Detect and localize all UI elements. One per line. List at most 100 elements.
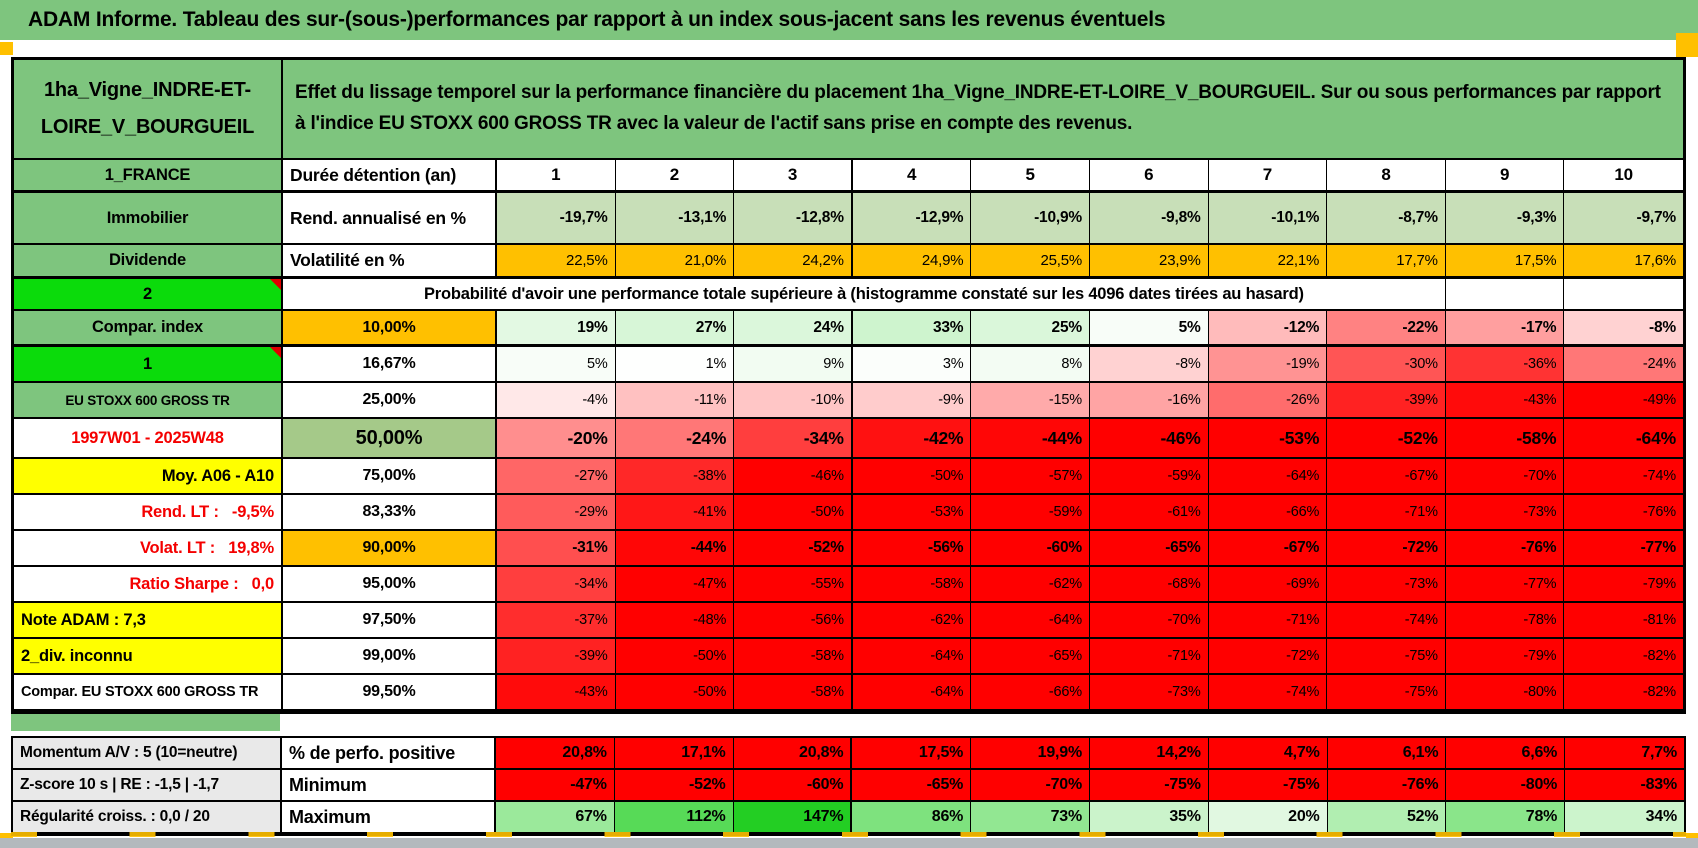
data-cell[interactable]: -70%: [1445, 459, 1565, 495]
data-cell[interactable]: -83%: [1565, 770, 1684, 802]
row-label-cell[interactable]: Immobilier: [14, 193, 283, 245]
data-cell[interactable]: 20%: [1208, 802, 1328, 834]
data-cell[interactable]: -12%: [1208, 311, 1328, 347]
data-cell[interactable]: -9,7%: [1564, 193, 1683, 245]
data-cell[interactable]: -77%: [1445, 567, 1565, 603]
data-cell[interactable]: 17,1%: [614, 738, 734, 770]
data-cell[interactable]: -19%: [1208, 347, 1328, 383]
data-cell[interactable]: -73%: [1089, 675, 1209, 711]
data-cell[interactable]: -64%: [852, 675, 972, 711]
data-cell[interactable]: -50%: [615, 675, 735, 711]
data-cell[interactable]: -37%: [497, 603, 616, 639]
data-cell[interactable]: 52%: [1327, 802, 1447, 834]
row-label-cell[interactable]: Volat. LT : 19,8%: [14, 531, 283, 567]
data-cell[interactable]: -79%: [1445, 639, 1565, 675]
metric-cell[interactable]: Rend. annualisé en %: [283, 193, 497, 245]
prob-value-cell[interactable]: 95,00%: [283, 567, 497, 603]
prob-value-cell[interactable]: 83,33%: [283, 495, 497, 531]
data-cell[interactable]: -64%: [852, 639, 972, 675]
data-cell[interactable]: -74%: [1208, 675, 1328, 711]
prob-value-cell[interactable]: 16,67%: [283, 347, 497, 383]
data-cell[interactable]: -65%: [852, 770, 972, 802]
data-cell[interactable]: 73%: [971, 802, 1090, 834]
data-cell[interactable]: 19,9%: [971, 738, 1090, 770]
metric-cell[interactable]: Durée détention (an): [283, 160, 497, 193]
data-cell[interactable]: -42%: [852, 419, 972, 459]
data-cell[interactable]: -12,9%: [852, 193, 972, 245]
data-cell[interactable]: -81%: [1564, 603, 1683, 639]
row-label-cell[interactable]: Compar. EU STOXX 600 GROSS TR: [14, 675, 283, 711]
data-cell[interactable]: -12,8%: [734, 193, 853, 245]
data-cell[interactable]: -74%: [1564, 459, 1683, 495]
data-cell[interactable]: -59%: [1089, 459, 1209, 495]
data-cell[interactable]: -62%: [852, 603, 972, 639]
data-cell[interactable]: -50%: [734, 495, 853, 531]
data-cell[interactable]: 67%: [496, 802, 615, 834]
probability-caption-cell[interactable]: Probabilité d'avoir une performance tota…: [283, 279, 1446, 311]
data-cell[interactable]: -64%: [971, 603, 1090, 639]
data-cell[interactable]: -39%: [1327, 383, 1446, 419]
data-cell[interactable]: 35%: [1090, 802, 1209, 834]
data-cell[interactable]: -69%: [1208, 567, 1328, 603]
data-cell[interactable]: 20,8%: [733, 738, 853, 770]
data-cell[interactable]: -15%: [971, 383, 1090, 419]
data-cell[interactable]: -11%: [615, 383, 735, 419]
data-cell[interactable]: -71%: [1089, 639, 1209, 675]
data-cell[interactable]: 6,6%: [1446, 738, 1566, 770]
data-cell[interactable]: -65%: [971, 639, 1090, 675]
row-label-cell[interactable]: EU STOXX 600 GROSS TR: [14, 383, 283, 419]
data-cell[interactable]: -24%: [615, 419, 735, 459]
row-label-cell[interactable]: Rend. LT : -9,5%: [14, 495, 283, 531]
data-cell[interactable]: -43%: [497, 675, 616, 711]
row-label-cell[interactable]: Moy. A06 - A10: [14, 459, 283, 495]
data-cell[interactable]: 20,8%: [496, 738, 615, 770]
data-cell[interactable]: 25%: [971, 311, 1090, 347]
data-cell[interactable]: -53%: [852, 495, 972, 531]
data-cell[interactable]: 17,6%: [1564, 245, 1683, 279]
row-label-cell[interactable]: Régularité croiss. : 0,0 / 20: [13, 802, 282, 834]
data-cell[interactable]: -17%: [1445, 311, 1565, 347]
data-cell[interactable]: -44%: [615, 531, 735, 567]
data-cell[interactable]: -80%: [1446, 770, 1566, 802]
data-cell[interactable]: -50%: [615, 639, 735, 675]
data-cell[interactable]: -58%: [852, 567, 972, 603]
data-cell[interactable]: -13,1%: [615, 193, 735, 245]
col-header-cell[interactable]: 7: [1208, 160, 1328, 193]
data-cell[interactable]: 34%: [1565, 802, 1684, 834]
data-cell[interactable]: -82%: [1564, 675, 1683, 711]
data-cell[interactable]: -8%: [1564, 311, 1683, 347]
data-cell[interactable]: 22,5%: [497, 245, 616, 279]
data-cell[interactable]: -48%: [615, 603, 735, 639]
description-cell[interactable]: Effet du lissage temporel sur la perform…: [283, 60, 1683, 160]
data-cell[interactable]: -75%: [1327, 639, 1446, 675]
data-cell[interactable]: 112%: [614, 802, 734, 834]
data-cell[interactable]: -49%: [1564, 383, 1683, 419]
data-cell[interactable]: -19,7%: [497, 193, 616, 245]
data-cell[interactable]: -66%: [971, 675, 1090, 711]
data-cell[interactable]: 147%: [733, 802, 853, 834]
data-cell[interactable]: 23,9%: [1089, 245, 1209, 279]
data-cell[interactable]: -52%: [614, 770, 734, 802]
data-cell[interactable]: -75%: [1208, 770, 1328, 802]
data-cell[interactable]: -53%: [1208, 419, 1328, 459]
col-header-cell[interactable]: 3: [734, 160, 853, 193]
data-cell[interactable]: -41%: [615, 495, 735, 531]
data-cell[interactable]: -68%: [1089, 567, 1209, 603]
row-label-cell[interactable]: 2: [14, 279, 283, 311]
data-cell[interactable]: -47%: [615, 567, 735, 603]
data-cell[interactable]: -47%: [496, 770, 615, 802]
data-cell[interactable]: -22%: [1327, 311, 1446, 347]
data-cell[interactable]: -8%: [1089, 347, 1209, 383]
data-cell[interactable]: -75%: [1090, 770, 1209, 802]
data-cell[interactable]: -79%: [1564, 567, 1683, 603]
data-cell[interactable]: 4,7%: [1208, 738, 1328, 770]
data-cell[interactable]: -64%: [1564, 419, 1683, 459]
data-cell[interactable]: 3%: [852, 347, 972, 383]
data-cell[interactable]: -76%: [1445, 531, 1565, 567]
data-cell[interactable]: -65%: [1089, 531, 1209, 567]
data-cell[interactable]: -46%: [1089, 419, 1209, 459]
data-cell[interactable]: -10%: [734, 383, 853, 419]
data-cell[interactable]: -61%: [1089, 495, 1209, 531]
prob-value-cell[interactable]: 10,00%: [283, 311, 497, 347]
row-label-cell[interactable]: 2_div. inconnu: [14, 639, 283, 675]
